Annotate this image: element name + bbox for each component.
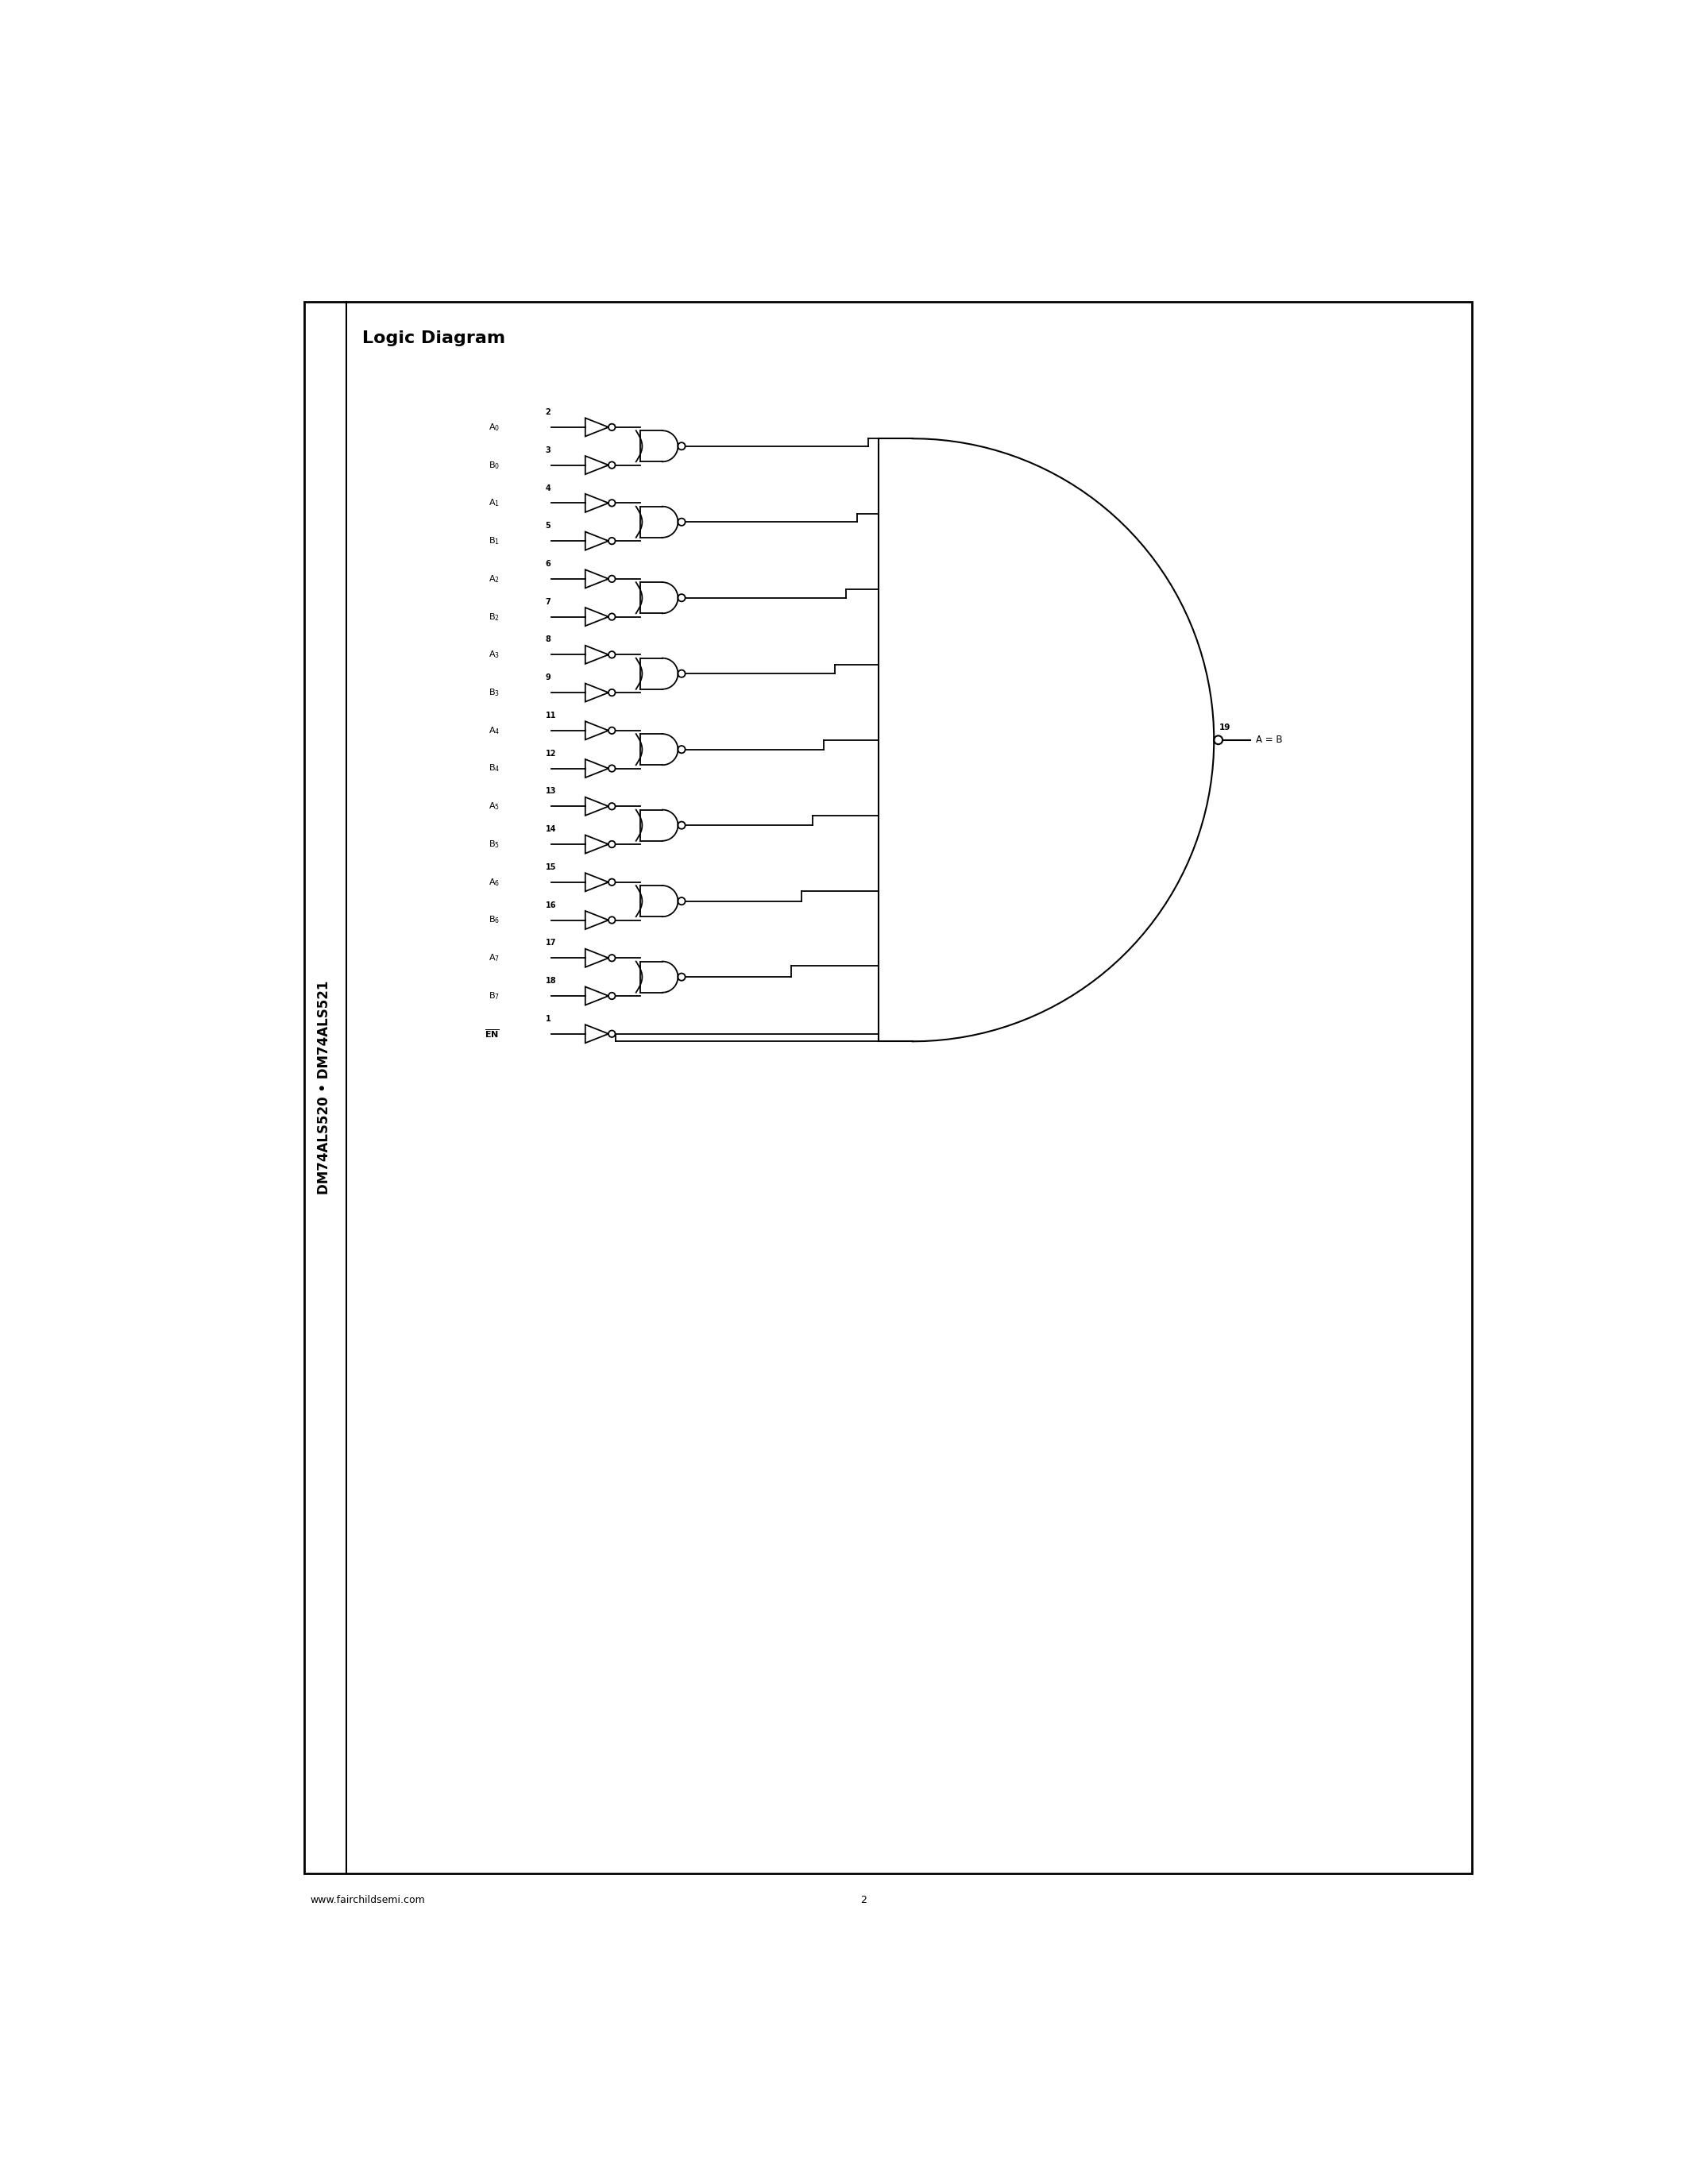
- Text: 7: 7: [545, 598, 550, 605]
- Text: 2: 2: [861, 1894, 866, 1904]
- Text: 15: 15: [545, 863, 557, 871]
- Text: www.fairchildsemi.com: www.fairchildsemi.com: [311, 1894, 425, 1904]
- Text: 19: 19: [1219, 723, 1231, 732]
- Text: Logic Diagram: Logic Diagram: [361, 330, 505, 347]
- Text: 1: 1: [545, 1016, 550, 1022]
- Text: 5: 5: [545, 522, 550, 531]
- Text: B$_6$: B$_6$: [488, 915, 500, 926]
- Text: A$_2$: A$_2$: [488, 574, 500, 585]
- Text: A$_1$: A$_1$: [488, 498, 500, 509]
- Text: 13: 13: [545, 788, 557, 795]
- Text: A = B: A = B: [1256, 734, 1283, 745]
- Text: 2: 2: [545, 408, 550, 417]
- Text: B$_1$: B$_1$: [488, 535, 500, 546]
- Text: 6: 6: [545, 559, 550, 568]
- Text: 17: 17: [545, 939, 557, 948]
- Text: 8: 8: [545, 636, 550, 644]
- Text: 4: 4: [545, 485, 550, 491]
- Text: 14: 14: [545, 826, 557, 834]
- Text: 12: 12: [545, 749, 557, 758]
- Text: 3: 3: [545, 446, 550, 454]
- Text: $\overline{\mathbf{EN}}$: $\overline{\mathbf{EN}}$: [484, 1029, 500, 1040]
- Text: 11: 11: [545, 712, 557, 719]
- Text: B$_0$: B$_0$: [488, 459, 500, 470]
- Text: DM74ALS520 • DM74ALS521: DM74ALS520 • DM74ALS521: [317, 981, 331, 1195]
- Text: A$_6$: A$_6$: [488, 876, 500, 887]
- Bar: [304, 301, 1472, 1874]
- Text: A$_4$: A$_4$: [488, 725, 500, 736]
- Text: B$_7$: B$_7$: [488, 989, 500, 1002]
- Text: B$_2$: B$_2$: [488, 612, 500, 622]
- Text: A$_7$: A$_7$: [488, 952, 500, 963]
- Text: A$_3$: A$_3$: [488, 649, 500, 660]
- Text: A$_0$: A$_0$: [488, 422, 500, 432]
- Text: A$_5$: A$_5$: [488, 802, 500, 812]
- Text: 9: 9: [545, 673, 550, 681]
- Text: B$_3$: B$_3$: [488, 688, 500, 699]
- Text: 18: 18: [545, 976, 557, 985]
- Text: 16: 16: [545, 902, 557, 909]
- Text: B$_4$: B$_4$: [488, 762, 500, 773]
- Text: B$_5$: B$_5$: [488, 839, 500, 850]
